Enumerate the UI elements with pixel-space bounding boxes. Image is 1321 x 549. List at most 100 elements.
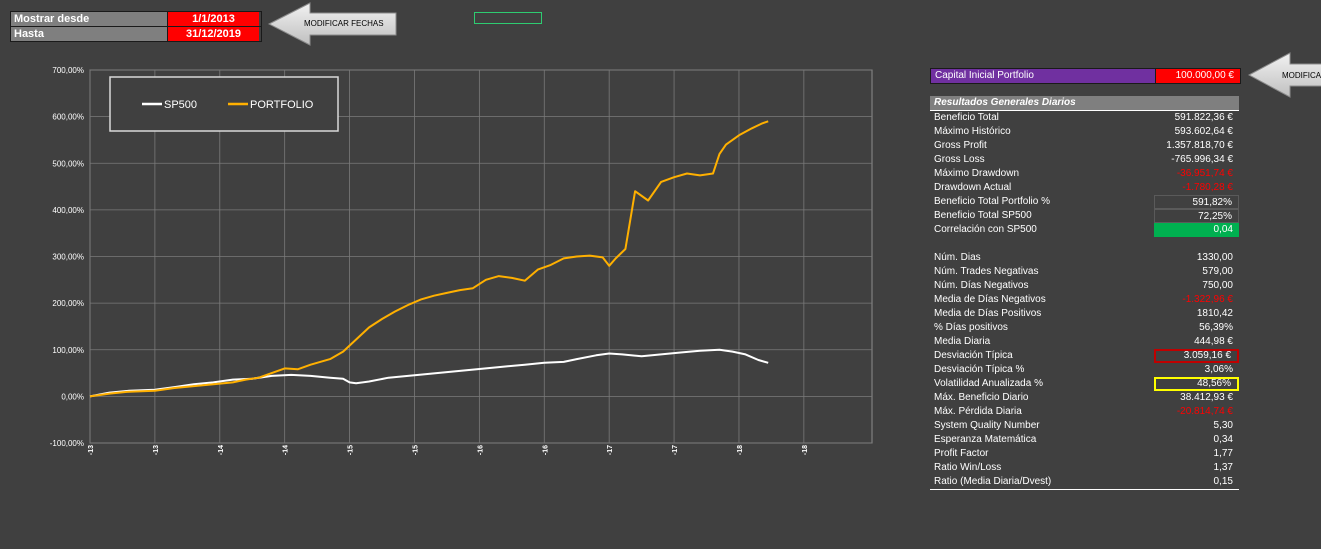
stat-label: Núm. Días Negativos xyxy=(934,280,1029,291)
stat-label: Máx. Beneficio Diario xyxy=(934,392,1029,403)
x-tick-label: 02-01-18 xyxy=(737,445,744,455)
stat-value-cell[interactable]: 56,39% xyxy=(1199,322,1233,333)
capital-box: Capital Inicial Portfolio 100.000,00 € xyxy=(930,68,1241,84)
stat-label: Núm. Trades Negativas xyxy=(934,266,1039,277)
stat-value-cell[interactable]: 72,25% xyxy=(1154,209,1239,223)
x-tick-label: 02-01-14 xyxy=(218,445,225,455)
stat-label: Correlación con SP500 xyxy=(934,224,1037,235)
stat-label: Beneficio Total Portfolio % xyxy=(934,196,1050,207)
y-tick-label: 700,00% xyxy=(52,66,84,75)
stat-label: Profit Factor xyxy=(934,448,989,459)
left-arrow-icon xyxy=(1248,52,1321,98)
stat-value-cell[interactable]: 0,34 xyxy=(1213,434,1233,445)
capital-value-cell[interactable]: 100.000,00 € xyxy=(1155,69,1240,83)
x-tick-label: 02-07-17 xyxy=(672,445,679,455)
stat-value-cell[interactable]: 3.059,16 € xyxy=(1154,349,1239,363)
chart-svg: 700,00% 600,00% 500,00% 400,00% 300,00% 200,0… xyxy=(50,66,873,473)
stat-value-cell[interactable]: 3,06% xyxy=(1204,364,1233,375)
selected-cell[interactable] xyxy=(474,12,542,24)
stats-row: Máximo Histórico 593.602,64 € xyxy=(930,125,1239,139)
stat-label: Máximo Histórico xyxy=(934,126,1011,137)
stats-row: % Días positivos 56,39% xyxy=(930,321,1239,335)
stat-value-cell[interactable]: 593.602,64 € xyxy=(1174,126,1233,137)
x-tick-label: 02-01-13 xyxy=(88,445,95,455)
stat-value-cell[interactable]: -765.996,34 € xyxy=(1171,154,1233,165)
stats-row: Núm. Días Negativos 750,00 xyxy=(930,279,1239,293)
modify-dates-label: MODIFICAR FECHAS xyxy=(304,19,384,28)
x-tick-label: 02-01-17 xyxy=(607,445,614,455)
stat-label: Media Diaria xyxy=(934,336,991,347)
stats-table: Resultados Generales Diarios Beneficio T… xyxy=(930,96,1239,490)
x-tick-label: 02-07-15 xyxy=(412,445,419,455)
stat-value-cell[interactable]: 48,56% xyxy=(1154,377,1239,391)
stats-row: Profit Factor 1,77 xyxy=(930,447,1239,461)
y-tick-label: 400,00% xyxy=(52,206,84,215)
stats-row: Esperanza Matemática 0,34 xyxy=(930,433,1239,447)
from-date-cell[interactable]: 1/1/2013 xyxy=(167,12,259,26)
stat-label: Máx. Pérdida Diaria xyxy=(934,406,1022,417)
modify-capital-label: MODIFICA xyxy=(1282,71,1321,80)
stat-label: Gross Profit xyxy=(934,140,987,151)
stat-value-cell[interactable]: 1.357.818,70 € xyxy=(1166,140,1233,151)
stat-value-cell[interactable]: 444,98 € xyxy=(1194,336,1233,347)
stats-row: Beneficio Total SP500 72,25% xyxy=(930,209,1239,223)
stat-value-cell[interactable]: 591.822,36 € xyxy=(1174,112,1233,123)
from-label: Mostrar desde xyxy=(11,12,167,26)
left-arrow-icon xyxy=(268,2,397,46)
stat-value-cell[interactable]: -36.951,74 € xyxy=(1176,168,1233,179)
stat-value-cell[interactable]: 5,30 xyxy=(1213,420,1233,431)
stat-value-cell[interactable]: 0,15 xyxy=(1213,476,1233,487)
stat-value-cell[interactable]: 579,00 xyxy=(1202,266,1233,277)
stat-value-cell[interactable]: -20.814,74 € xyxy=(1176,406,1233,417)
stats-row: Núm. Dias 1330,00 xyxy=(930,251,1239,265)
stat-label: Drawdown Actual xyxy=(934,182,1012,193)
x-tick-label: 02-07-13 xyxy=(153,445,160,455)
stat-value-cell[interactable]: 591,82% xyxy=(1154,195,1239,209)
stat-label: Ratio Win/Loss xyxy=(934,462,1002,473)
stat-label: % Días positivos xyxy=(934,322,1008,333)
stats-row: Beneficio Total Portfolio % 591,82% xyxy=(930,195,1239,209)
y-tick-label: 0,00% xyxy=(61,392,84,401)
stats-row: Drawdown Actual -1.780,28 € xyxy=(930,181,1239,195)
y-tick-label: 600,00% xyxy=(52,113,84,122)
y-tick-label: 500,00% xyxy=(52,159,84,168)
to-label: Hasta xyxy=(11,27,167,41)
stat-value-cell[interactable]: 750,00 xyxy=(1202,280,1233,291)
stats-row: Núm. Trades Negativas 579,00 xyxy=(930,265,1239,279)
stat-label: Media de Días Negativos xyxy=(934,294,1046,305)
stat-label: Máximo Drawdown xyxy=(934,168,1020,179)
date-filter: Mostrar desde 1/1/2013 Hasta 31/12/2019 xyxy=(10,11,262,42)
y-tick-label: 200,00% xyxy=(52,299,84,308)
to-date-cell[interactable]: 31/12/2019 xyxy=(167,27,259,41)
stats-row: Desviación Típica % 3,06% xyxy=(930,363,1239,377)
y-tick-label: 300,00% xyxy=(52,253,84,262)
y-tick-label: 100,00% xyxy=(52,346,84,355)
series-line-sp500 xyxy=(89,348,769,398)
stats-header: Resultados Generales Diarios xyxy=(930,96,1239,111)
stats-row: Beneficio Total 591.822,36 € xyxy=(930,111,1239,125)
stat-value-cell[interactable]: 1,77 xyxy=(1213,448,1233,459)
stats-row: Máx. Beneficio Diario 38.412,93 € xyxy=(930,391,1239,405)
stat-value-cell[interactable]: 1810,42 xyxy=(1196,308,1233,319)
stat-label: Media de Días Positivos xyxy=(934,308,1042,319)
stats-row: Media Diaria 444,98 € xyxy=(930,335,1239,349)
table-bottom-border xyxy=(930,489,1239,490)
line-chart: 700,00% 600,00% 500,00% 400,00% 300,00% 200,0… xyxy=(30,60,880,473)
stat-value-cell[interactable]: 38.412,93 € xyxy=(1180,392,1233,403)
stat-label: Gross Loss xyxy=(934,154,985,165)
stats-row: Ratio (Media Diaria/Dvest) 0,15 xyxy=(930,475,1239,489)
stat-label: Volatilidad Anualizada % xyxy=(934,378,1043,389)
stats-row: Correlación con SP500 0,04 xyxy=(930,223,1239,237)
stat-value-cell[interactable]: -1.322,96 € xyxy=(1182,294,1233,305)
stat-value-cell[interactable]: -1.780,28 € xyxy=(1182,182,1233,193)
modify-capital-button[interactable]: MODIFICA xyxy=(1248,52,1321,98)
stat-value-cell[interactable]: 0,04 xyxy=(1154,223,1239,237)
stat-value-cell[interactable]: 1,37 xyxy=(1213,462,1233,473)
stat-label: Beneficio Total xyxy=(934,112,999,123)
modify-dates-button[interactable]: MODIFICAR FECHAS xyxy=(268,2,398,46)
x-tick-label: 02-07-18 xyxy=(802,445,809,455)
stat-label: Núm. Dias xyxy=(934,252,981,263)
y-tick-label: -100,00% xyxy=(50,439,84,448)
stats-row: Volatilidad Anualizada % 48,56% xyxy=(930,377,1239,391)
stat-value-cell[interactable]: 1330,00 xyxy=(1196,252,1233,263)
